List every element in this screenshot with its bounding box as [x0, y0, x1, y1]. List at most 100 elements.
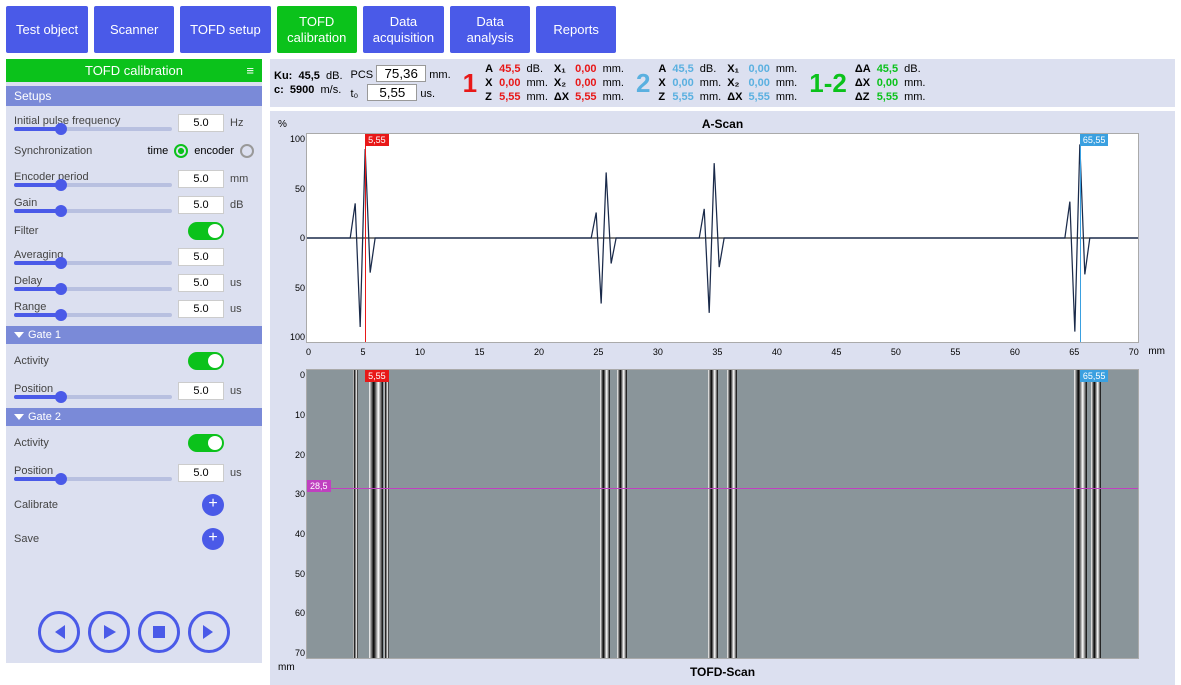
filter-row: Filter: [6, 218, 262, 244]
gate1-activity-toggle[interactable]: [188, 352, 224, 370]
delay-slider[interactable]: [14, 287, 172, 291]
sync-time-label: time: [147, 145, 168, 157]
gain-slider[interactable]: [14, 209, 172, 213]
meas12-num: 1-2: [805, 68, 851, 99]
gate1-activity: Activity: [6, 348, 262, 374]
tofd-yunit: mm: [278, 662, 295, 673]
gate2-position-row: Position 5.0 us: [6, 460, 262, 486]
sync-encoder-radio[interactable]: [240, 144, 254, 158]
gain-unit: dB: [230, 199, 254, 211]
sync-label: Synchronization: [14, 145, 141, 157]
range-unit: us: [230, 303, 254, 315]
ipf-slider[interactable]: [14, 127, 172, 131]
delay-value[interactable]: 5.0: [178, 274, 224, 292]
ascan-xunit: mm: [1148, 346, 1165, 357]
filter-toggle[interactable]: [188, 222, 224, 240]
gain-row: Gain 5.0 dB: [6, 192, 262, 218]
ku-c-block: Ku: 45,5 dB. c: 5900 m/s.: [274, 63, 343, 103]
pcs-t0-block: PCS mm. t₀ us.: [351, 63, 451, 103]
meas-group-12: 1-2 ΔA45,5dB.ΔX0,00mm.ΔZ5,55mm.: [805, 63, 925, 103]
meas2-num: 2: [632, 68, 654, 99]
ascan-title: A-Scan: [702, 117, 743, 131]
gate2-pos-label: Position: [14, 465, 172, 477]
gate2-pos-unit: us: [230, 467, 254, 479]
transport-controls: [6, 601, 262, 663]
delay-row: Delay 5.0 us: [6, 270, 262, 296]
nav-btn-1[interactable]: Scanner: [94, 6, 174, 53]
nav-btn-0[interactable]: Test object: [6, 6, 88, 53]
encoder_period-unit: mm: [230, 173, 254, 185]
ascan-pct-label: %: [278, 119, 287, 130]
gate1-position-row: Position 5.0 us: [6, 378, 262, 404]
menu-icon[interactable]: ≡: [246, 63, 254, 78]
gate1-pos-unit: us: [230, 385, 254, 397]
calibrate-button[interactable]: +: [202, 494, 224, 516]
range-row: Range 5.0 us: [6, 296, 262, 322]
skip-prev-button[interactable]: [38, 611, 80, 653]
sync-encoder-label: encoder: [194, 145, 234, 157]
encoder_period-row: Encoder period 5.0 mm: [6, 166, 262, 192]
encoder_period-slider[interactable]: [14, 183, 172, 187]
sync-time-radio[interactable]: [174, 144, 188, 158]
t0-input[interactable]: [367, 84, 417, 101]
meas-group-2: 2 A45,5dB.X₁0,00mm.X0,00mm.X₂0,00mm.Z5,5…: [632, 63, 797, 103]
nav-btn-2[interactable]: TOFD setup: [180, 6, 271, 53]
averaging-row: Averaging 5.0: [6, 244, 262, 270]
gate2-pos-slider[interactable]: [14, 477, 172, 481]
delay-unit: us: [230, 277, 254, 289]
nav-btn-6[interactable]: Reports: [536, 6, 616, 53]
gate2-activity-toggle[interactable]: [188, 434, 224, 452]
tofd-chart[interactable]: 010203040506070 5,5565,5528,5: [306, 369, 1139, 659]
gate1-pos-value[interactable]: 5.0: [178, 382, 224, 400]
averaging-label: Averaging: [14, 249, 172, 261]
tofd-title: TOFD-Scan: [276, 665, 1169, 679]
content: Ku: 45,5 dB. c: 5900 m/s. PCS mm. t₀ us.…: [270, 59, 1175, 663]
main: TOFD calibration ≡ Setups Initial pulse …: [0, 59, 1181, 669]
gate2-pos-value[interactable]: 5.0: [178, 464, 224, 482]
gate2-activity: Activity: [6, 430, 262, 456]
range-slider[interactable]: [14, 313, 172, 317]
ipf-label: Initial pulse frequency: [14, 115, 172, 127]
averaging-value[interactable]: 5.0: [178, 248, 224, 266]
sync-row: Synchronization time encoder: [6, 140, 262, 162]
ipf-value[interactable]: 5.0: [178, 114, 224, 132]
filter-label: Filter: [14, 225, 182, 237]
top-nav: Test objectScannerTOFD setupTOFDcalibrat…: [0, 0, 1181, 59]
gate1-pos-slider[interactable]: [14, 395, 172, 399]
calibrate-row: Calibrate +: [6, 490, 262, 520]
play-button[interactable]: [88, 611, 130, 653]
gain-value[interactable]: 5.0: [178, 196, 224, 214]
gate1-activity-label: Activity: [14, 355, 182, 367]
encoder_period-label: Encoder period: [14, 171, 172, 183]
setups-header[interactable]: Setups: [6, 86, 262, 106]
ipf-unit: Hz: [230, 117, 254, 129]
gate2-activity-label: Activity: [14, 437, 182, 449]
meas1-num: 1: [459, 68, 481, 99]
averaging-slider[interactable]: [14, 261, 172, 265]
initial-pulse-freq-row: Initial pulse frequency 5.0 Hz: [6, 110, 262, 136]
save-button[interactable]: +: [202, 528, 224, 550]
gate1-header[interactable]: Gate 1: [6, 326, 262, 344]
skip-next-button[interactable]: [188, 611, 230, 653]
nav-btn-3[interactable]: TOFDcalibration: [277, 6, 357, 53]
range-label: Range: [14, 301, 172, 313]
stop-button[interactable]: [138, 611, 180, 653]
nav-btn-4[interactable]: Dataacquisition: [363, 6, 444, 53]
save-row: Save +: [6, 524, 262, 554]
save-label: Save: [14, 533, 196, 545]
delay-label: Delay: [14, 275, 172, 287]
gate1-pos-label: Position: [14, 383, 172, 395]
gain-label: Gain: [14, 197, 172, 209]
nav-btn-5[interactable]: Dataanalysis: [450, 6, 530, 53]
range-value[interactable]: 5.0: [178, 300, 224, 318]
gate2-header[interactable]: Gate 2: [6, 408, 262, 426]
info-row: Ku: 45,5 dB. c: 5900 m/s. PCS mm. t₀ us.…: [270, 59, 1175, 107]
calibrate-label: Calibrate: [14, 499, 196, 511]
sidebar: TOFD calibration ≡ Setups Initial pulse …: [6, 59, 262, 663]
ascan-chart[interactable]: 10050050100 5,5565,55: [306, 133, 1139, 343]
pcs-input[interactable]: [376, 65, 426, 82]
chart-area: A-Scan % 10050050100 5,5565,55 051015202…: [270, 111, 1175, 685]
encoder_period-value[interactable]: 5.0: [178, 170, 224, 188]
sidebar-title: TOFD calibration ≡: [6, 59, 262, 82]
meas-group-1: 1 A45,5dB.X₁0,00mm.X0,00mm.X₂0,00mm.Z5,5…: [459, 63, 624, 103]
